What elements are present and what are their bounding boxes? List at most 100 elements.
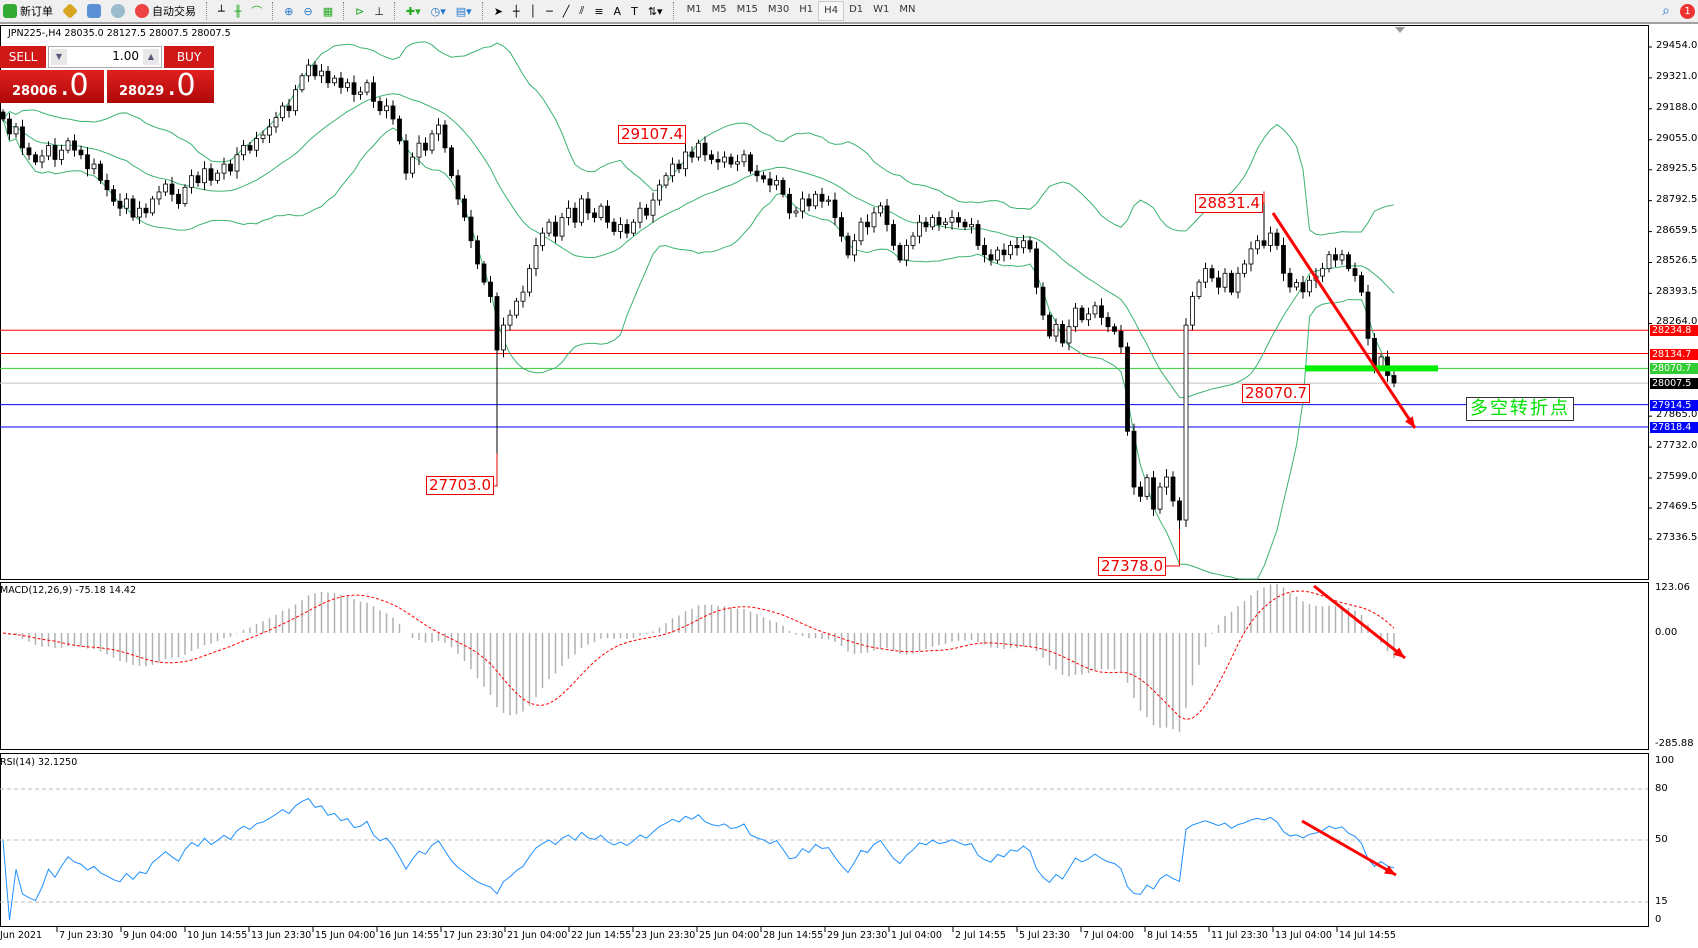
cursor-button[interactable]: ➤	[493, 4, 503, 18]
rsi-axis-label: 50	[1655, 834, 1668, 845]
bullish-candle	[267, 126, 272, 136]
bearish-candle	[228, 163, 233, 172]
bullish-candle	[1320, 268, 1325, 277]
horizontal-line-button[interactable]: ─	[546, 4, 553, 18]
tile-windows-button[interactable]: ▦	[322, 4, 334, 18]
bearish-candle	[715, 159, 721, 163]
timeframe-h4-button[interactable]: H4	[818, 1, 845, 21]
bullish-candle	[1255, 240, 1260, 250]
bar-chart-button[interactable]: ┴	[218, 4, 225, 18]
bullish-candle	[156, 191, 162, 200]
auto-trading-button[interactable]: 自动交易	[132, 1, 199, 21]
bearish-candle	[1079, 307, 1085, 321]
pivot-price-label[interactable]: 28070.7	[1242, 384, 1311, 403]
increase-lot-button[interactable]: ▲	[143, 49, 159, 65]
bullish-candle	[91, 163, 97, 170]
timeframe-m1-button[interactable]: M1	[686, 4, 702, 15]
bullish-candle	[566, 207, 571, 218]
bullish-candle	[930, 217, 935, 228]
zoom-in-button[interactable]: ⊕	[284, 4, 294, 18]
bullish-candle	[943, 221, 948, 225]
timeframe-m15-button[interactable]: M15	[736, 4, 758, 15]
buy-price-button[interactable]: 28029 .0	[107, 68, 214, 103]
timeframe-h1-button[interactable]: H1	[799, 4, 814, 15]
timeframe-m30-button[interactable]: M30	[767, 4, 790, 15]
price-axis-label: 28925.5	[1656, 162, 1698, 174]
bullish-candle	[579, 198, 584, 223]
lot-size-input[interactable]: 1.00	[112, 49, 139, 63]
timeframe-d1-button[interactable]: D1	[849, 4, 864, 15]
bearish-candle	[390, 105, 396, 120]
bearish-candle	[676, 163, 682, 170]
line-chart-button[interactable]: ⌒	[251, 5, 263, 18]
templates-button[interactable]: ▤▾	[455, 4, 472, 18]
time-axis-label: 28 Jun 14:55	[763, 930, 824, 941]
bullish-candle	[436, 124, 441, 135]
bullish-candle	[826, 199, 831, 202]
bearish-candle	[26, 147, 32, 156]
sell-price-button[interactable]: 28006 .0	[0, 68, 104, 103]
bearish-candle	[1151, 477, 1156, 510]
lot-size-stepper[interactable]: ▼ 1.00 ▲	[48, 46, 162, 68]
server-button[interactable]	[84, 1, 104, 21]
candle-chart-button[interactable]: ╫	[234, 4, 242, 18]
timeframe-w1-button[interactable]: W1	[873, 4, 890, 15]
sell-button[interactable]: SELL	[0, 46, 46, 68]
price-axis-label: 29321.0	[1656, 70, 1698, 82]
indicators-button[interactable]: ✚▾	[405, 4, 421, 18]
bearish-candle	[1099, 305, 1104, 318]
buy-button[interactable]: BUY	[164, 46, 214, 68]
pivot-text-label[interactable]: 多空转折点	[1466, 397, 1574, 421]
bollinger-lower-band	[2, 118, 1395, 580]
high-annotation-2[interactable]: 28831.4	[1195, 194, 1264, 213]
bearish-candle	[1177, 500, 1182, 521]
signal-button[interactable]	[108, 1, 128, 21]
trendline-button[interactable]: ╱	[562, 4, 570, 18]
bullish-candle	[949, 217, 955, 223]
rsi-down-arrow	[1301, 819, 1397, 877]
timeframe-m5-button[interactable]: M5	[711, 4, 727, 15]
notifications-button[interactable]: 1	[1677, 1, 1698, 21]
bearish-candle	[1170, 476, 1176, 502]
bullish-candle	[1339, 254, 1345, 261]
text-label-button[interactable]: T	[631, 4, 638, 18]
bullish-candle	[917, 221, 922, 237]
zoom-out-button[interactable]: ⊖	[303, 4, 313, 18]
low-annotation-1[interactable]: 27703.0	[426, 476, 495, 495]
crosshair-button[interactable]: ┼	[512, 4, 520, 18]
bearish-candle	[702, 142, 708, 156]
autoscroll-button[interactable]: ⊳	[355, 4, 365, 18]
timeframe-mn-button[interactable]: MN	[899, 4, 916, 15]
arrows-button[interactable]: ⇅▾	[647, 4, 663, 18]
decrease-lot-button[interactable]: ▼	[51, 49, 67, 65]
bullish-candle	[319, 70, 324, 77]
chart-shift-button[interactable]: ⊥	[374, 4, 384, 18]
search-button[interactable]: ⌕	[1662, 3, 1670, 19]
macd-down-arrow	[1313, 584, 1406, 660]
bearish-candle	[104, 179, 110, 191]
bearish-candle	[377, 100, 383, 112]
text-button[interactable]: A	[613, 4, 622, 18]
price-axis-label: 28659.5	[1656, 224, 1698, 236]
time-axis-label: Jun 2021	[0, 930, 43, 941]
high-annotation-1[interactable]: 29107.4	[618, 125, 687, 144]
pivot-zone-bar	[1305, 365, 1438, 372]
bearish-candle	[475, 240, 480, 265]
bearish-candle	[1274, 232, 1280, 246]
time-axis-label: 8 Jul 14:55	[1147, 930, 1198, 941]
new-order-button[interactable]: 新订单	[0, 1, 56, 21]
bearish-candle	[1027, 240, 1033, 250]
rsi-line	[2, 797, 1395, 921]
bollinger-middle-band	[2, 93, 1395, 399]
bearish-candle	[247, 145, 253, 151]
fibonacci-button[interactable]: ≡	[594, 4, 604, 18]
time-axis-label: 1 Jul 04:00	[891, 930, 942, 941]
notification-badge: 1	[1680, 3, 1695, 19]
bearish-candle	[325, 70, 331, 84]
low-annotation-2[interactable]: 27378.0	[1098, 557, 1167, 576]
vertical-line-button[interactable]: │	[529, 4, 537, 18]
channel-button[interactable]: ⫽	[579, 4, 585, 17]
bullish-candle	[663, 175, 669, 186]
periods-button[interactable]: ◷▾	[430, 4, 446, 18]
